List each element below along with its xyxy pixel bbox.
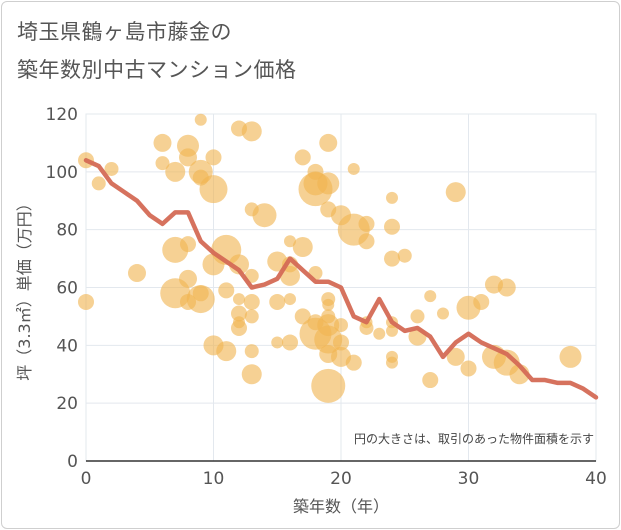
bubble-point	[473, 293, 490, 310]
y-tick-label: 20	[56, 394, 78, 414]
bubble-point	[179, 148, 197, 167]
tick-labels: 0 20 40 60 80 100 120 0 10 20 30 40	[46, 105, 607, 489]
bubble-point	[192, 285, 209, 302]
size-annotation: 円の大きさは、取引のあった物件面積を示す	[354, 431, 594, 446]
bubble-point	[422, 372, 439, 389]
bubble-point	[284, 235, 296, 248]
bubble-point	[373, 327, 386, 340]
x-tick-label: 20	[330, 469, 352, 489]
bubble-point	[284, 293, 296, 306]
bubble-point	[358, 233, 375, 250]
bubble-point	[241, 121, 262, 142]
bubble-point	[282, 334, 298, 351]
bubble-point	[311, 368, 346, 403]
bubble-point	[104, 161, 119, 176]
bubble-point	[153, 133, 172, 152]
bubble-point	[359, 320, 374, 335]
y-tick-label: 100	[46, 163, 78, 183]
bubble-point	[437, 307, 449, 320]
bubble-point	[205, 149, 222, 166]
bubble-point	[445, 182, 466, 203]
bubble-point	[252, 203, 277, 228]
x-tick-label: 40	[585, 469, 607, 489]
y-tick-label: 60	[56, 279, 78, 299]
bubble-point	[128, 264, 146, 283]
bubble-point	[345, 354, 362, 371]
bubble-point	[165, 161, 186, 182]
bubble-point	[446, 347, 465, 366]
bubble-point	[91, 176, 106, 191]
bubble-point	[559, 345, 582, 368]
bubble-point	[386, 324, 398, 337]
bubble-point	[216, 341, 237, 362]
bubble-point	[322, 298, 335, 311]
x-axis-label: 築年数（年）	[293, 497, 389, 516]
y-tick-label: 80	[56, 221, 78, 241]
bubble-point	[218, 282, 235, 299]
y-tick-label: 40	[56, 336, 78, 356]
bubble-point	[194, 113, 207, 126]
x-tick-label: 0	[81, 469, 92, 489]
bubble-point	[233, 293, 245, 306]
bubble-point	[180, 236, 196, 253]
bubble-point	[334, 318, 348, 333]
bubble-point	[292, 237, 313, 258]
bubble-point	[386, 191, 398, 204]
bubble-point	[319, 133, 338, 152]
bubble-point	[358, 215, 375, 232]
bubble-point	[410, 309, 425, 324]
bubble-point	[78, 293, 94, 310]
bubble-point	[333, 334, 349, 351]
bubble-point	[424, 290, 437, 303]
y-axis-label: 坪（3.3㎡）単価（万円）	[15, 195, 34, 380]
bubble-point	[384, 218, 400, 235]
bubble-point	[267, 251, 288, 272]
bubble-point	[347, 162, 360, 175]
chart-title-line2: 築年数別中古マンション価格	[17, 58, 297, 82]
bubble-point	[269, 293, 286, 310]
bubble-point	[294, 149, 311, 166]
bubble-point	[244, 344, 259, 359]
bubble-point	[199, 175, 228, 204]
bubble-point	[244, 309, 259, 324]
y-tick-label: 120	[46, 105, 78, 125]
bubble-point	[231, 305, 247, 322]
trend-line-series	[83, 158, 599, 400]
bubble-point	[243, 293, 260, 310]
bubble-point	[241, 364, 262, 385]
bubble-point	[384, 250, 400, 267]
bubble-point	[386, 356, 398, 369]
x-tick-label: 10	[203, 469, 225, 489]
bubble-point	[271, 336, 284, 349]
bubble-point	[460, 360, 477, 377]
bubble-point	[317, 172, 340, 195]
bubble-point	[397, 248, 412, 263]
chart-title-line1: 埼玉県鶴ヶ島市藤金の	[17, 20, 232, 44]
average-price-line	[83, 158, 599, 400]
bubble-point	[231, 319, 247, 336]
bubble-point	[155, 156, 170, 171]
bubble-point	[497, 278, 516, 297]
x-tick-label: 30	[458, 469, 480, 489]
y-tick-label: 0	[67, 452, 78, 472]
bubble-point	[280, 265, 300, 286]
bubble-series	[78, 113, 582, 403]
